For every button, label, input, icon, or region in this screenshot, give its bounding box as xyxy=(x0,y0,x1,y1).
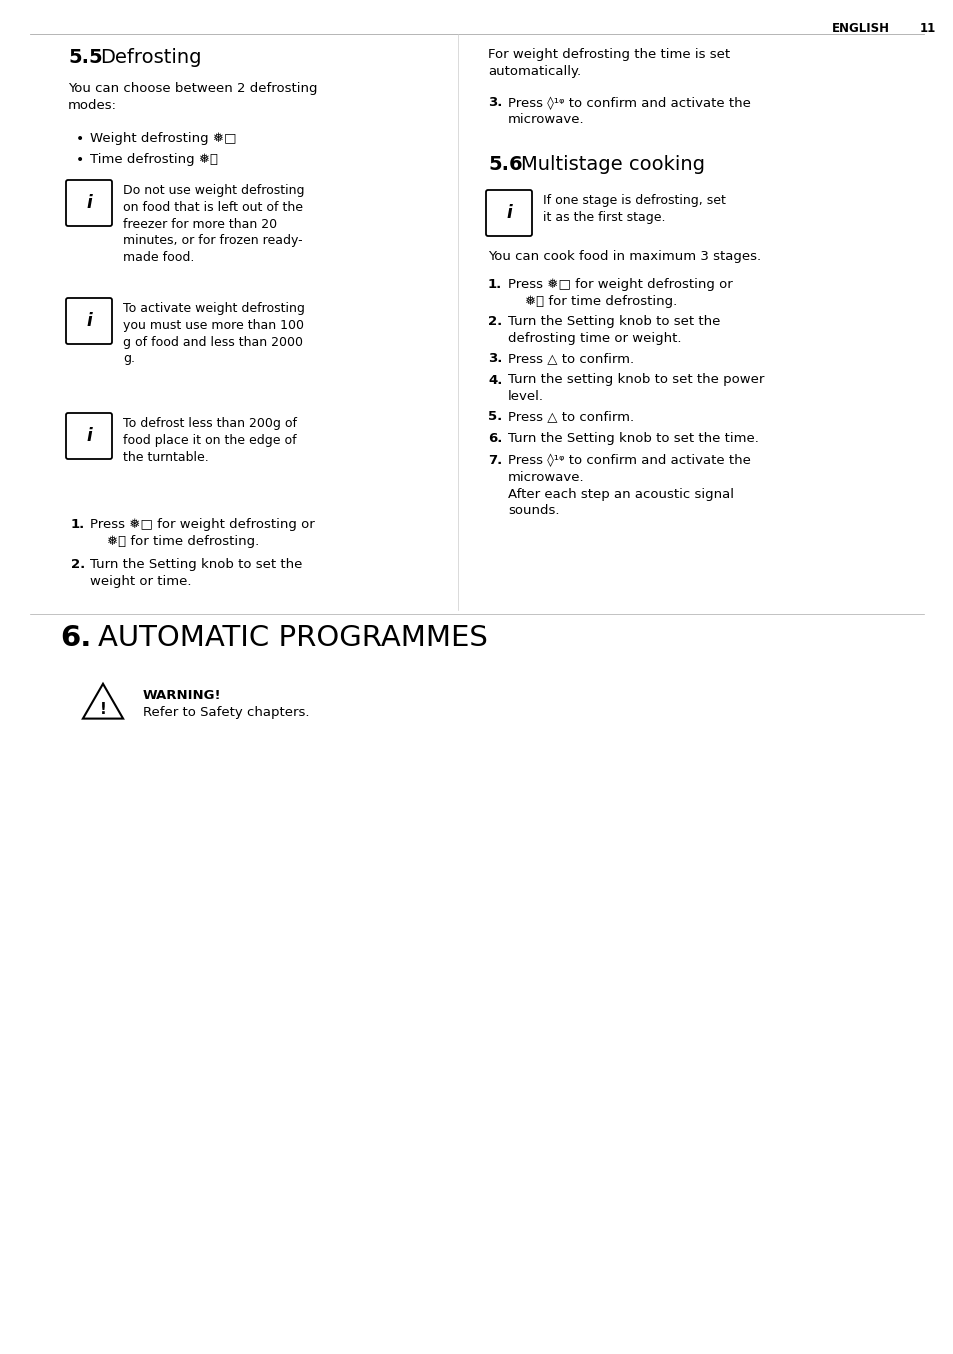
Text: 1.: 1. xyxy=(488,278,501,291)
Text: To defrost less than 200g of
food place it on the edge of
the turntable.: To defrost less than 200g of food place … xyxy=(123,417,296,463)
Text: 5.5: 5.5 xyxy=(68,47,103,66)
Text: 3.: 3. xyxy=(488,352,502,366)
Text: AUTOMATIC PROGRAMMES: AUTOMATIC PROGRAMMES xyxy=(98,624,487,653)
Text: Press △ to confirm.: Press △ to confirm. xyxy=(507,410,634,424)
Text: Weight defrosting ❅□: Weight defrosting ❅□ xyxy=(90,131,236,145)
FancyBboxPatch shape xyxy=(485,190,532,236)
Text: WARNING!: WARNING! xyxy=(143,689,221,701)
Text: 11: 11 xyxy=(919,22,935,35)
Text: i: i xyxy=(86,427,91,445)
Text: 6.: 6. xyxy=(60,624,91,653)
Text: 7.: 7. xyxy=(488,454,501,467)
Text: 1.: 1. xyxy=(71,519,85,531)
Text: !: ! xyxy=(99,701,107,716)
Text: Refer to Safety chapters.: Refer to Safety chapters. xyxy=(143,705,309,719)
Text: Defrosting: Defrosting xyxy=(100,47,201,66)
Text: For weight defrosting the time is set
automatically.: For weight defrosting the time is set au… xyxy=(488,47,729,77)
Text: •: • xyxy=(76,153,84,167)
Text: Press ◊¹ᵠ to confirm and activate the
microwave.: Press ◊¹ᵠ to confirm and activate the mi… xyxy=(507,96,750,126)
Text: ❅⏰ for time defrosting.: ❅⏰ for time defrosting. xyxy=(90,535,259,548)
Text: ENGLISH: ENGLISH xyxy=(831,22,889,35)
Text: 5.6: 5.6 xyxy=(488,154,522,175)
Text: i: i xyxy=(86,311,91,330)
Text: You can choose between 2 defrosting
modes:: You can choose between 2 defrosting mode… xyxy=(68,83,317,112)
Text: You can cook food in maximum 3 stages.: You can cook food in maximum 3 stages. xyxy=(488,250,760,263)
Text: 3.: 3. xyxy=(488,96,502,110)
Text: 5.: 5. xyxy=(488,410,501,424)
Text: Press ❅□ for weight defrosting or
    ❅⏰ for time defrosting.: Press ❅□ for weight defrosting or ❅⏰ for… xyxy=(507,278,732,307)
Text: •: • xyxy=(76,131,84,146)
Text: i: i xyxy=(86,194,91,213)
Text: 2.: 2. xyxy=(488,315,501,328)
Text: Turn the setting knob to set the power
level.: Turn the setting knob to set the power l… xyxy=(507,374,763,403)
Text: To activate weight defrosting
you must use more than 100
g of food and less than: To activate weight defrosting you must u… xyxy=(123,302,305,366)
Text: 4.: 4. xyxy=(488,374,502,386)
Text: 6.: 6. xyxy=(488,432,502,445)
Text: Multistage cooking: Multistage cooking xyxy=(520,154,704,175)
Text: If one stage is defrosting, set
it as the first stage.: If one stage is defrosting, set it as th… xyxy=(542,194,725,223)
FancyBboxPatch shape xyxy=(66,413,112,459)
Text: Turn the Setting knob to set the
weight or time.: Turn the Setting knob to set the weight … xyxy=(90,558,302,588)
Text: i: i xyxy=(506,204,512,222)
Text: Press ❅□ for weight defrosting or: Press ❅□ for weight defrosting or xyxy=(90,519,314,531)
FancyBboxPatch shape xyxy=(66,180,112,226)
Text: Press ◊¹ᵠ to confirm and activate the
microwave.
After each step an acoustic sig: Press ◊¹ᵠ to confirm and activate the mi… xyxy=(507,454,750,517)
Text: Do not use weight defrosting
on food that is left out of the
freezer for more th: Do not use weight defrosting on food tha… xyxy=(123,184,304,264)
Text: Turn the Setting knob to set the time.: Turn the Setting knob to set the time. xyxy=(507,432,758,445)
Text: Turn the Setting knob to set the
defrosting time or weight.: Turn the Setting knob to set the defrost… xyxy=(507,315,720,345)
Text: Time defrosting ❅⏰: Time defrosting ❅⏰ xyxy=(90,153,218,167)
Text: 2.: 2. xyxy=(71,558,85,571)
Text: Press △ to confirm.: Press △ to confirm. xyxy=(507,352,634,366)
FancyBboxPatch shape xyxy=(66,298,112,344)
